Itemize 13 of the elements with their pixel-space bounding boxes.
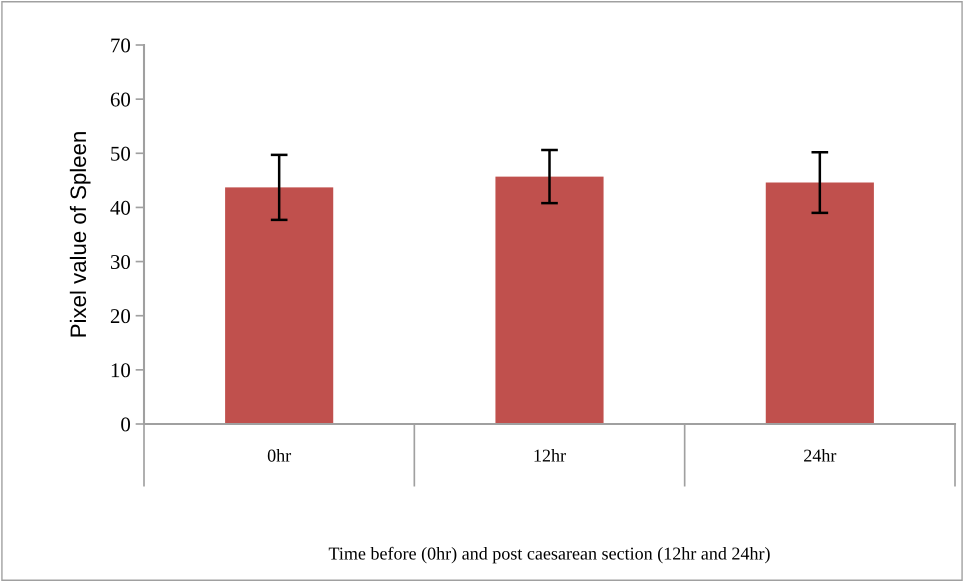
x-axis-title: Time before (0hr) and post caesarean section (12hr and 24hr)	[328, 546, 770, 564]
y-tick-label: 40	[110, 200, 130, 215]
y-tick-label: 30	[110, 254, 130, 270]
x-tick-label: 24hr	[804, 449, 836, 462]
y-tick-label: 60	[110, 92, 130, 107]
y-tick-label: 50	[111, 146, 130, 161]
y-axis-title: Pixel value of Spleen	[70, 132, 91, 336]
x-tick-label: 0hr	[268, 449, 292, 462]
x-tick-label: 12hr	[534, 449, 566, 462]
y-tick-label: 0	[121, 417, 130, 432]
y-tick-label: 20	[110, 309, 130, 324]
y-tick-label: 10	[112, 363, 130, 378]
y-tick-label: 70	[111, 38, 130, 52]
